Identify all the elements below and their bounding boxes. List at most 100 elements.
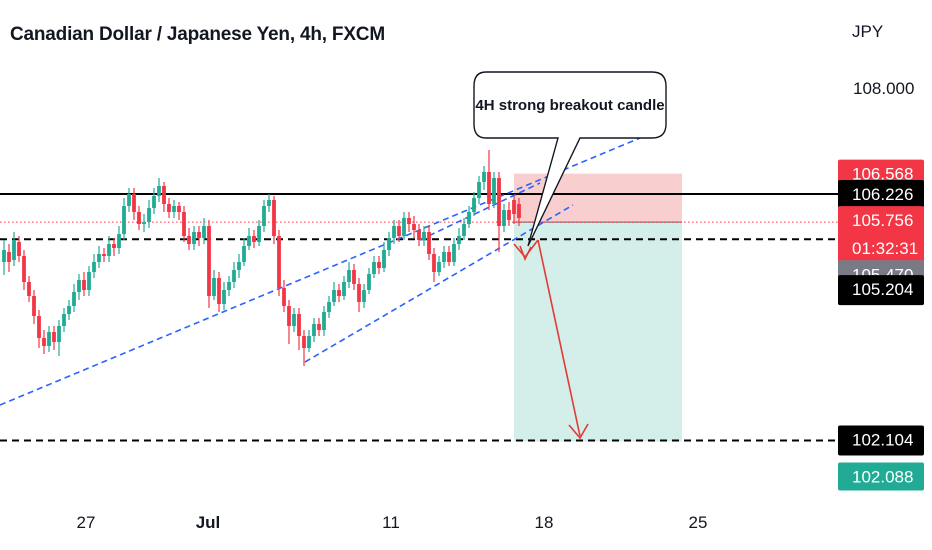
candle xyxy=(482,166,486,190)
candle-body xyxy=(417,230,421,240)
candle xyxy=(112,238,116,256)
candle xyxy=(367,268,371,294)
candle-body xyxy=(452,244,456,262)
candle-body xyxy=(437,262,441,272)
candle xyxy=(247,228,251,250)
price-tag: 105.756 01:32:31 xyxy=(838,206,924,265)
candle xyxy=(347,262,351,288)
price-tag-value: 102.104 xyxy=(852,431,913,450)
candle xyxy=(272,196,276,244)
candle-body xyxy=(482,172,486,182)
upper-trendline xyxy=(419,182,541,241)
candle xyxy=(437,256,441,276)
candle-body xyxy=(382,250,386,268)
price-tag-bg xyxy=(838,425,924,456)
price-tag-value: 102.088 xyxy=(852,468,913,487)
candle-body xyxy=(47,332,51,346)
price-tag-countdown: 01:32:31 xyxy=(852,239,918,258)
candle-body xyxy=(322,312,326,330)
price-tag-bg xyxy=(838,180,924,209)
candle-body xyxy=(37,316,41,338)
candle-body xyxy=(237,262,241,270)
candle xyxy=(417,224,421,246)
entry-arrowhead xyxy=(519,245,532,261)
candle-body xyxy=(312,324,316,336)
candle-body xyxy=(402,218,406,236)
candle xyxy=(197,226,201,246)
candle xyxy=(172,200,176,218)
candle-body xyxy=(52,332,56,342)
candle-body xyxy=(412,224,416,230)
candle-body xyxy=(67,306,71,314)
candle-body xyxy=(77,280,81,292)
chart-title: Canadian Dollar / Japanese Yen, 4h, FXCM xyxy=(10,24,385,45)
candle xyxy=(147,200,151,228)
candle-body xyxy=(142,222,146,224)
candle xyxy=(357,278,361,312)
candle xyxy=(472,192,476,216)
candle xyxy=(132,188,136,220)
candle-body xyxy=(252,236,256,242)
candle-body xyxy=(467,212,471,224)
candle-body xyxy=(32,296,36,316)
candle-body xyxy=(427,232,431,254)
price-tag: 102.088 xyxy=(838,462,924,491)
candle-body xyxy=(207,226,211,296)
candle xyxy=(72,284,76,312)
candle-body xyxy=(187,236,191,244)
candle-body xyxy=(257,226,261,242)
candle-body xyxy=(167,204,171,212)
candle xyxy=(462,218,466,240)
candle-body xyxy=(502,210,506,226)
candle xyxy=(42,330,46,354)
candle-body xyxy=(357,284,361,302)
candle-body xyxy=(212,278,216,296)
candle xyxy=(102,248,106,262)
candle-body xyxy=(197,232,201,238)
candle xyxy=(427,226,431,260)
candle xyxy=(332,282,336,306)
candle xyxy=(47,326,51,352)
candle xyxy=(512,196,516,224)
candle xyxy=(282,280,286,312)
candle xyxy=(52,326,56,350)
candle xyxy=(422,226,426,246)
candle xyxy=(277,230,281,296)
candle-body xyxy=(282,288,286,306)
candle xyxy=(207,220,211,308)
candle xyxy=(137,206,141,230)
candle xyxy=(492,172,496,208)
candle xyxy=(182,206,186,242)
currency-label: JPY xyxy=(852,22,884,41)
candle xyxy=(82,272,86,296)
candle xyxy=(152,188,156,214)
candle-body xyxy=(317,324,321,330)
price-tag-value: 106.568 xyxy=(852,165,913,184)
price-tag: 105.204 xyxy=(838,275,924,306)
candle-body xyxy=(122,206,126,234)
candle-body xyxy=(2,250,6,262)
x-tick-label: 25 xyxy=(689,513,708,532)
candle xyxy=(312,318,316,342)
candle xyxy=(122,198,126,240)
candle-body xyxy=(157,186,161,196)
candle-body xyxy=(337,290,341,296)
take-profit-zone xyxy=(514,222,682,442)
candle-body xyxy=(42,338,46,346)
candle xyxy=(502,204,506,232)
candle xyxy=(7,244,11,272)
candle xyxy=(392,220,396,244)
candle xyxy=(317,318,321,336)
candle xyxy=(117,226,121,254)
candle xyxy=(507,202,511,226)
candle xyxy=(22,250,26,290)
candle-body xyxy=(442,252,446,262)
candle xyxy=(387,232,391,256)
candle-body xyxy=(432,254,436,272)
candle-body xyxy=(97,254,101,262)
candle-body xyxy=(57,326,61,342)
candle xyxy=(447,246,451,266)
candle xyxy=(302,330,306,366)
